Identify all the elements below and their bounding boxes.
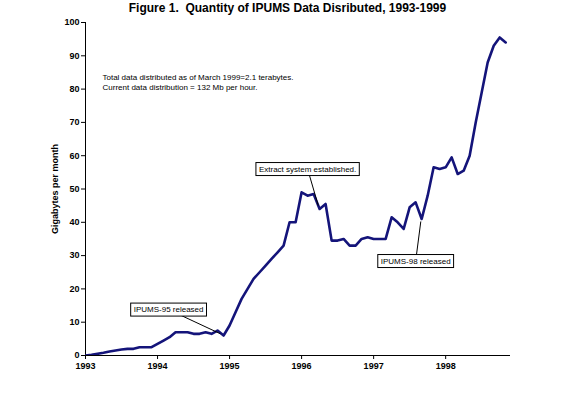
svg-text:Gigabytes per month: Gigabytes per month xyxy=(50,144,60,234)
svg-text:50: 50 xyxy=(69,184,79,194)
svg-text:70: 70 xyxy=(69,117,79,127)
svg-text:0: 0 xyxy=(74,350,79,360)
svg-text:30: 30 xyxy=(69,250,79,260)
svg-text:10: 10 xyxy=(69,317,79,327)
svg-text:IPUMS-95 released: IPUMS-95 released xyxy=(134,305,204,314)
svg-text:1998: 1998 xyxy=(436,361,456,371)
svg-text:Total data distributed as of M: Total data distributed as of March 1999=… xyxy=(103,73,294,92)
svg-text:40: 40 xyxy=(69,217,79,227)
svg-text:1996: 1996 xyxy=(292,361,312,371)
svg-text:100: 100 xyxy=(64,17,79,27)
svg-text:80: 80 xyxy=(69,84,79,94)
svg-text:1995: 1995 xyxy=(220,361,240,371)
html-text:Figure 1. Quantity of IPUMS Da: Figure 1. Quantity of IPUMS Data Disribu… xyxy=(128,1,447,15)
svg-text:90: 90 xyxy=(69,51,79,61)
svg-text:IPUMS-98 released: IPUMS-98 released xyxy=(381,257,451,266)
svg-text:Extract system established.: Extract system established. xyxy=(259,165,356,174)
svg-text:1994: 1994 xyxy=(148,361,168,371)
svg-text:20: 20 xyxy=(69,284,79,294)
svg-text:1997: 1997 xyxy=(364,361,384,371)
svg-text:60: 60 xyxy=(69,151,79,161)
svg-text:1993: 1993 xyxy=(75,361,95,371)
